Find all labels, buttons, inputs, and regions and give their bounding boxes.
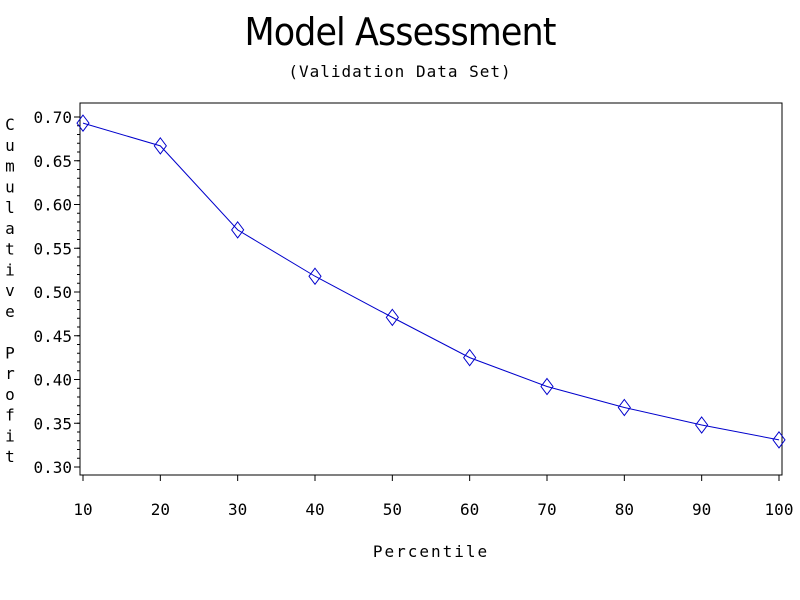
chart-subtitle: (Validation Data Set) [288,62,512,81]
y-tick-label: 0.50 [33,283,72,302]
data-point-marker [463,348,477,367]
y-axis-title-letter: t [5,240,15,259]
data-point-marker [308,267,322,286]
data-point-marker [385,308,399,327]
y-tick-label: 0.60 [33,196,72,215]
y-axis-title-letter: i [5,260,15,279]
y-axis-title-letter: a [5,219,15,238]
y-axis-title-letter: i [5,426,15,445]
data-point-marker [772,431,786,449]
y-axis-title-letter: o [5,385,15,404]
x-tick-label: 100 [765,500,794,519]
y-axis-title-letter: C [5,115,15,134]
y-axis-title-letter: r [5,364,15,383]
y-axis-title-letter: f [5,406,15,425]
data-point-marker [153,137,167,155]
y-axis-title-letter: u [5,136,15,155]
y-axis-title-letter: l [5,198,15,217]
x-tick-label: 20 [151,500,170,519]
y-axis-title-letter: m [5,157,15,176]
x-tick-label: 30 [228,500,247,519]
x-axis-title: Percentile [373,542,489,561]
y-tick-label: 0.40 [33,371,72,390]
x-tick-label: 60 [460,500,479,519]
y-axis-ticks: 0.30 0.35 0.40 0.45 0.50 0.55 0.60 0.65 0.70 [33,108,80,477]
data-point-marker [231,221,245,239]
y-axis-title-letter: P [5,343,15,362]
data-point-marker [695,416,709,434]
x-tick-label: 50 [383,500,402,519]
x-tick-label: 40 [305,500,324,519]
data-point-marker [617,398,631,417]
y-tick-label: 0.70 [33,108,72,127]
y-axis-title-letter: v [5,281,15,300]
y-axis-title-letter: u [5,177,15,196]
y-tick-label: 0.35 [33,414,72,433]
plot-frame [79,102,783,476]
series-markers [76,114,786,449]
series-line [82,122,780,441]
y-axis-title-letter: t [5,447,15,466]
y-tick-label: 0.30 [33,458,72,477]
y-tick-label: 0.65 [33,152,72,171]
x-tick-label: 80 [615,500,634,519]
data-point-marker [76,114,90,132]
x-tick-label: 90 [692,500,711,519]
chart-title: Model Assessment [244,10,556,54]
y-tick-label: 0.45 [33,327,72,346]
y-tick-label: 0.55 [33,239,72,258]
x-axis-ticks: 10 20 30 40 50 60 70 80 90 100 [73,475,793,519]
x-tick-label: 70 [537,500,556,519]
x-tick-label: 10 [73,500,92,519]
y-axis-title-letter: e [5,302,15,321]
data-point-marker [540,377,554,396]
